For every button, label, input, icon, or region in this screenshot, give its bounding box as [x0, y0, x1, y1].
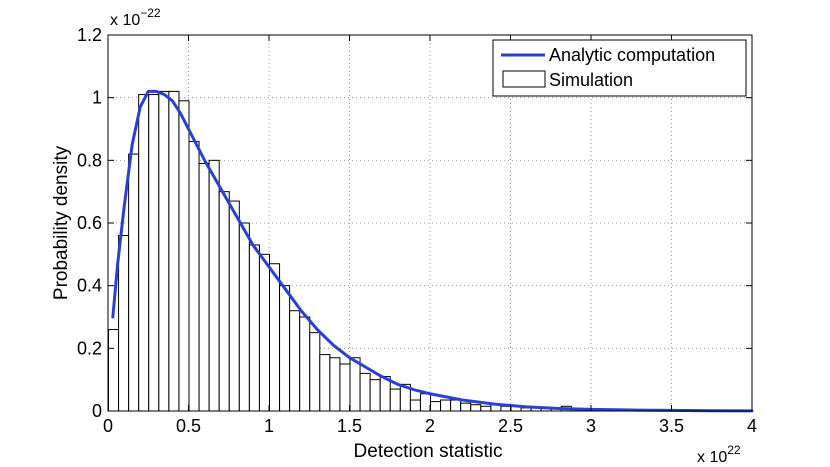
histogram-bar — [128, 153, 140, 412]
histogram-bar — [460, 402, 472, 412]
y-tick-label: 0.4 — [77, 276, 102, 296]
y-tick-labels: 0 0.2 0.4 0.6 0.8 1 1.2 — [77, 25, 102, 421]
analytic-curve — [111, 89, 754, 413]
histogram-bar — [168, 90, 180, 412]
histogram-bar — [198, 162, 210, 412]
legend-label-simulation: Simulation — [549, 70, 633, 90]
histogram-bar — [228, 200, 240, 412]
y-tick-label: 0.6 — [77, 213, 102, 233]
histogram-bar — [148, 94, 160, 412]
histogram-bar — [369, 379, 381, 412]
histogram-bar — [178, 100, 190, 412]
x-tick-labels: 0 0.5 1 1.5 2 2.5 3 3.5 4 — [103, 416, 757, 436]
y-tick-label: 0.2 — [77, 338, 102, 358]
y-multiplier-label: x 10−22 — [110, 6, 161, 29]
y-tick-label: 0 — [92, 401, 102, 421]
x-tick-label: 4 — [747, 416, 757, 436]
histogram-bar — [238, 222, 250, 412]
histogram-bar — [118, 235, 130, 412]
histogram-bar — [359, 372, 371, 412]
histogram-bar — [279, 285, 291, 412]
x-tick-label: 0.5 — [176, 416, 201, 436]
histogram-bar — [158, 90, 170, 412]
y-tick-label: 1.2 — [77, 25, 102, 45]
histogram-bar — [289, 310, 301, 412]
histogram-bar — [138, 94, 150, 412]
histogram-bar — [430, 401, 442, 412]
histogram-bar — [500, 405, 512, 412]
histogram-bar — [258, 253, 270, 412]
histogram-bar — [269, 263, 281, 412]
legend: Analytic computation Simulation — [492, 39, 747, 97]
legend-bar-swatch — [502, 70, 546, 88]
histogram-bar — [450, 399, 462, 412]
histogram-bar — [218, 191, 230, 412]
histogram-bar — [339, 363, 351, 412]
plot-area — [107, 34, 754, 413]
x-tick-label: 3 — [586, 416, 596, 436]
histogram-bar — [329, 357, 341, 412]
histogram-bar — [309, 332, 321, 412]
histogram-bar — [470, 404, 482, 412]
x-tick-label: 3.5 — [659, 416, 684, 436]
y-axis-label: Probability density — [51, 145, 72, 300]
x-multiplier-label: x 1022 — [697, 443, 741, 466]
histogram-bar — [319, 354, 331, 412]
histogram-bar — [379, 376, 391, 412]
histogram-bar — [480, 405, 492, 412]
histogram-bar — [248, 244, 260, 412]
x-tick-label: 2 — [425, 416, 435, 436]
x-tick-label: 2.5 — [498, 416, 523, 436]
legend-label-analytic: Analytic computation — [549, 45, 715, 65]
histogram-bar — [389, 388, 401, 412]
histogram-bar — [349, 357, 361, 412]
histogram-bar — [440, 399, 452, 412]
histogram-bar — [419, 393, 431, 412]
y-tick-label: 0.8 — [77, 150, 102, 170]
x-tick-label: 1 — [264, 416, 274, 436]
x-tick-label: 1.5 — [337, 416, 362, 436]
histogram-bar — [188, 141, 200, 412]
histogram-bar — [208, 159, 220, 412]
axis-ticks — [107, 34, 753, 412]
histogram-bars — [108, 90, 753, 412]
y-tick-label: 1 — [92, 88, 102, 108]
histogram-bar — [108, 329, 120, 412]
x-axis-label: Detection statistic — [354, 441, 503, 462]
histogram-bar — [299, 316, 311, 412]
histogram-bar — [409, 399, 421, 412]
x-tick-label: 0 — [103, 416, 113, 436]
